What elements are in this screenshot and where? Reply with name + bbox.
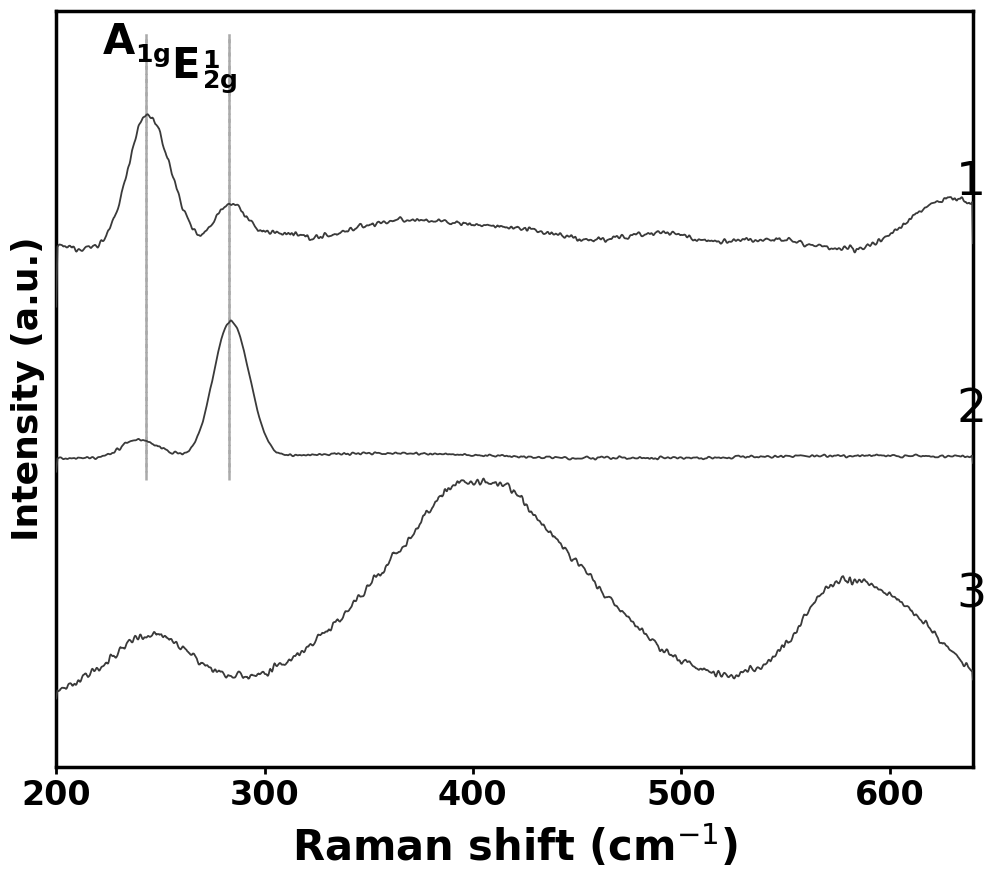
Text: $\mathbf{A}$: $\mathbf{A}$ [102, 20, 136, 63]
Text: 3: 3 [956, 573, 986, 618]
Text: 2: 2 [956, 388, 986, 433]
Text: $\mathbf{2g}$: $\mathbf{2g}$ [202, 68, 237, 95]
Text: $\mathbf{E}$: $\mathbf{E}$ [171, 45, 198, 86]
Text: $\mathbf{1g}$: $\mathbf{1g}$ [135, 41, 171, 69]
Text: 1: 1 [956, 160, 986, 205]
Text: $\mathbf{1}$: $\mathbf{1}$ [202, 49, 220, 73]
Y-axis label: Intensity (a.u.): Intensity (a.u.) [11, 237, 45, 542]
X-axis label: Raman shift (cm$^{-1}$): Raman shift (cm$^{-1}$) [292, 823, 737, 870]
